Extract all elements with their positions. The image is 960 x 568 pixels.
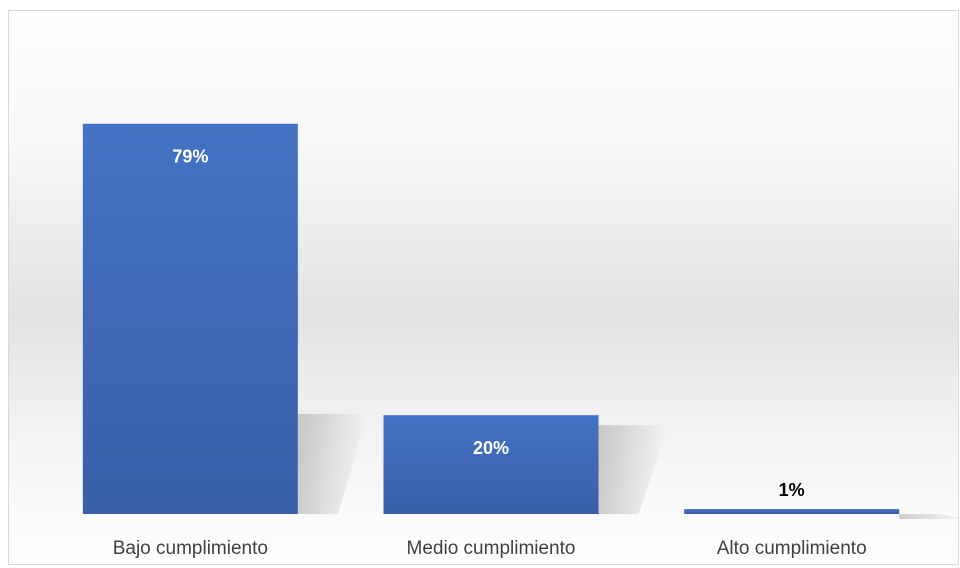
bar-shadow-medio-cumplimiento (598, 425, 669, 514)
category-label-alto-cumplimiento: Alto cumplimiento (717, 538, 867, 559)
bars-group (82, 123, 900, 515)
value-label-alto-cumplimiento: 1% (779, 480, 805, 500)
bar-shadows (297, 414, 960, 520)
category-label-medio-cumplimiento: Medio cumplimiento (407, 538, 576, 559)
bar-shadow-alto-cumplimiento (899, 514, 960, 520)
value-label-bajo-cumplimiento: 79% (172, 147, 208, 167)
bar-medio-cumplimiento (383, 415, 599, 514)
value-labels-group: 79% 20% 1% (172, 147, 804, 500)
bar-shadow-bajo-cumplimiento (297, 414, 368, 514)
bar-bajo-cumplimiento (82, 123, 298, 515)
bar-alto-cumplimiento (684, 509, 900, 514)
category-label-bajo-cumplimiento: Bajo cumplimiento (113, 538, 268, 559)
value-label-medio-cumplimiento: 20% (473, 438, 509, 458)
category-labels-group: Bajo cumplimiento Medio cumplimiento Alto … (113, 538, 867, 559)
